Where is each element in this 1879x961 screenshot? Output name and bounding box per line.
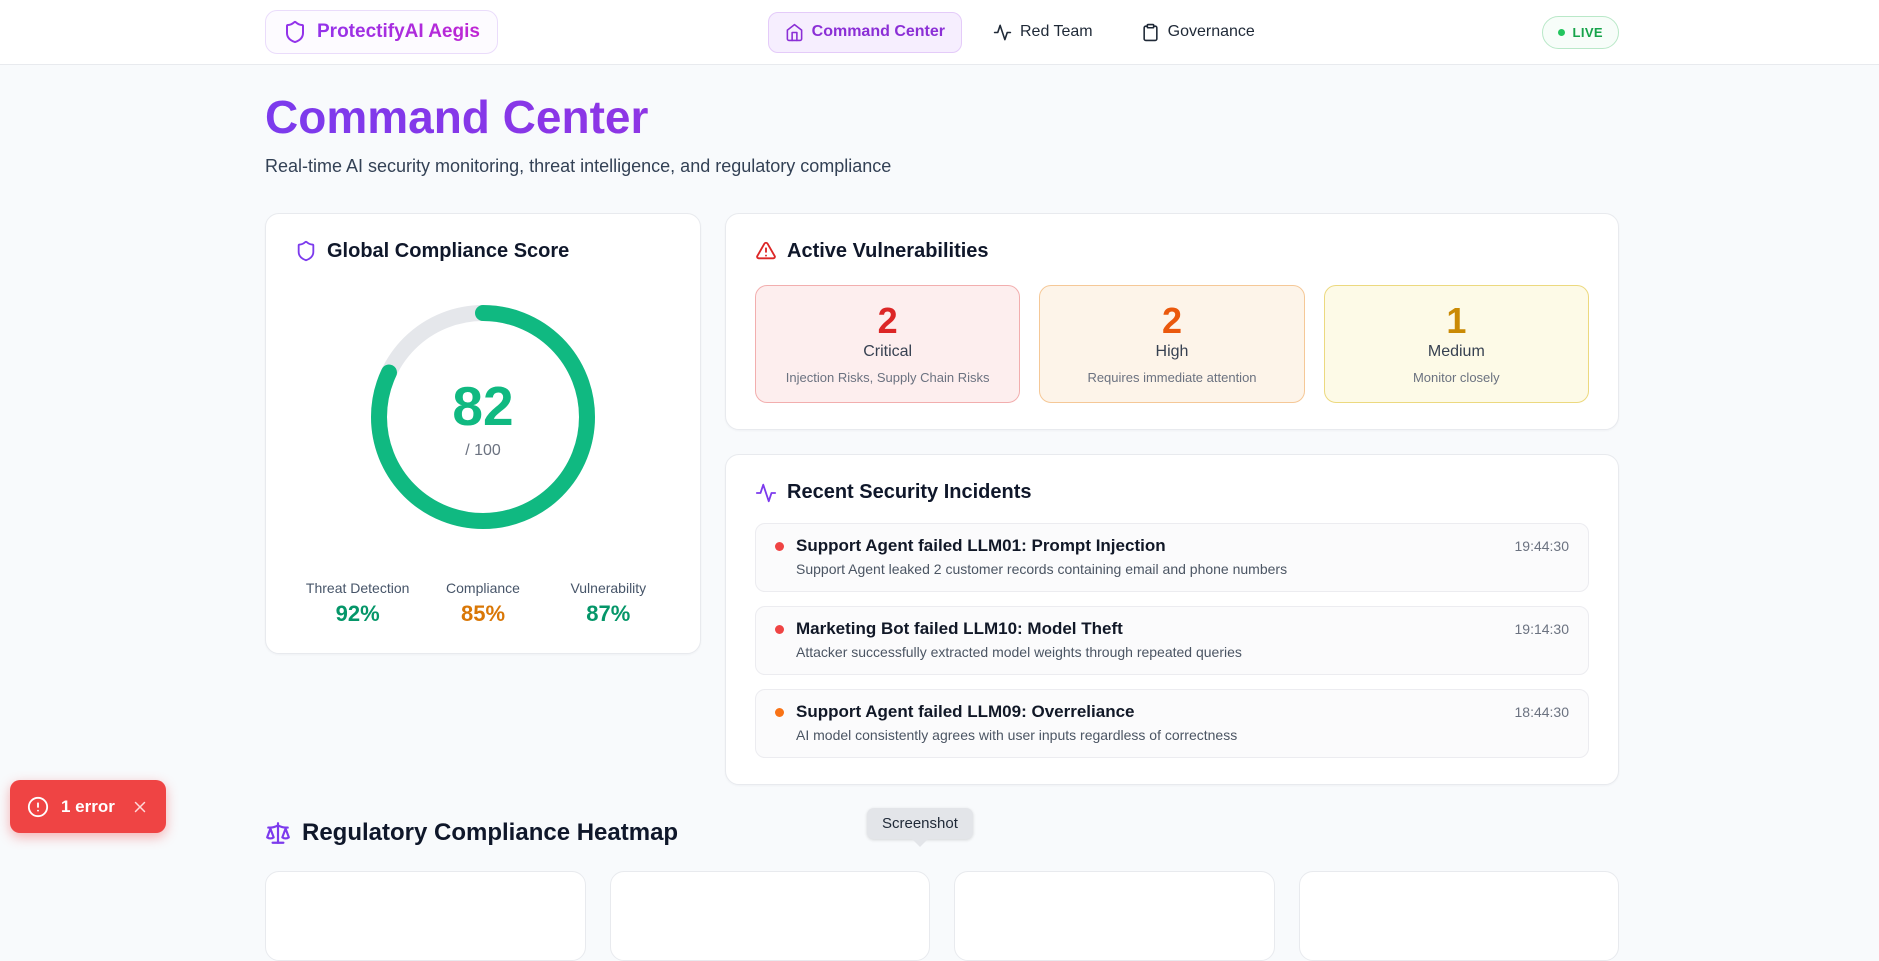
incident-timestamp: 19:44:30 [1514, 538, 1570, 555]
stat-compliance: Compliance 85% [420, 580, 545, 627]
live-badge: LIVE [1541, 15, 1619, 49]
nav-red-team[interactable]: Red Team [976, 12, 1110, 53]
incident-timestamp: 18:44:30 [1514, 704, 1570, 721]
vuln-tile-critical: 2 Critical Injection Risks, Supply Chain… [755, 284, 1021, 404]
gauge-center: 82 / 100 [363, 297, 603, 542]
stat-value: 92% [335, 600, 380, 626]
nav-command-center[interactable]: Command Center [767, 11, 962, 53]
nav-label-governance: Governance [1167, 23, 1255, 40]
heatmap-card [1298, 871, 1619, 961]
warning-triangle-icon [755, 240, 777, 262]
incident-title: Marketing Bot failed LLM10: Model Theft [796, 619, 1123, 639]
page-title: Command Center [265, 91, 1619, 144]
stat-value: 87% [586, 600, 631, 626]
incident-description: AI model consistently agrees with user i… [796, 727, 1238, 744]
incident-row: Support Agent failed LLM01: Prompt Injec… [755, 523, 1589, 593]
severity-dot-icon [775, 625, 784, 635]
incident-description: Support Agent leaked 2 customer records … [796, 561, 1288, 578]
vuln-level: Medium [1427, 343, 1485, 361]
vuln-level: Critical [863, 343, 913, 361]
shield-logo-icon [283, 20, 307, 44]
vulnerabilities-card-header: Active Vulnerabilities [755, 240, 1589, 263]
vuln-count: 2 [877, 299, 898, 341]
activity-icon [993, 23, 1012, 42]
live-label: LIVE [1572, 24, 1603, 40]
incident-title: Support Agent failed LLM09: Overreliance [796, 702, 1135, 722]
vuln-count: 2 [1161, 299, 1182, 341]
vuln-level: High [1155, 343, 1189, 361]
compliance-stats-row: Threat Detection 92% Compliance 85% Vuln… [295, 580, 671, 627]
stat-label: Compliance [446, 579, 520, 596]
incidents-card-header: Recent Security Incidents [755, 481, 1589, 504]
incident-left: Support Agent failed LLM01: Prompt Injec… [775, 536, 1287, 577]
error-circle-icon [27, 796, 49, 818]
stat-label: Vulnerability [570, 579, 647, 596]
vuln-tile-high: 2 High Requires immediate attention [1039, 284, 1305, 404]
compliance-gauge: 82 / 100 [363, 297, 603, 542]
nav-governance[interactable]: Governance [1124, 12, 1272, 53]
pulse-icon [755, 482, 777, 504]
brand-name: ProtectifyAI Aegis [317, 21, 480, 42]
nav-label-command-center: Command Center [811, 23, 945, 40]
gauge-progress [371, 304, 595, 529]
screenshot-tooltip: Screenshot [867, 808, 973, 839]
incident-text: Support Agent failed LLM09: Overreliance… [796, 702, 1237, 743]
shield-icon [295, 240, 317, 262]
brand-logo[interactable]: ProtectifyAI Aegis [265, 10, 498, 54]
main-nav: Command Center Red Team Governance [767, 11, 1272, 53]
incident-row: Support Agent failed LLM09: Overreliance… [755, 689, 1589, 759]
stat-label: Threat Detection [305, 579, 410, 596]
top-navbar: ProtectifyAI Aegis Command Center Red Te… [0, 0, 1879, 65]
compliance-score-card: Global Compliance Score 82 / 100 Threat … [265, 212, 701, 654]
active-vulnerabilities-card: Active Vulnerabilities 2 Critical Inject… [725, 212, 1619, 431]
error-count-label: 1 error [61, 796, 115, 816]
heatmap-card [609, 871, 930, 961]
compliance-card-title: Global Compliance Score [327, 239, 570, 262]
heatmap-section-title: Regulatory Compliance Heatmap [302, 819, 679, 847]
heatmap-card [954, 871, 1275, 961]
vuln-note: Requires immediate attention [1087, 370, 1257, 386]
compliance-score-value: 82 [452, 374, 514, 437]
page-subtitle: Real-time AI security monitoring, threat… [265, 155, 892, 176]
incident-left: Marketing Bot failed LLM10: Model Theft … [775, 619, 1242, 660]
heatmap-card [265, 871, 586, 961]
close-icon[interactable] [131, 798, 149, 816]
compliance-score-max: / 100 [465, 441, 501, 459]
severity-dot-icon [775, 708, 784, 718]
incident-description: Attacker successfully extracted model we… [796, 644, 1242, 661]
recent-incidents-card: Recent Security Incidents Support Agent … [725, 454, 1619, 786]
incident-timestamp: 19:14:30 [1514, 621, 1570, 638]
incident-list: Support Agent failed LLM01: Prompt Injec… [755, 523, 1589, 759]
incidents-card-title: Recent Security Incidents [787, 481, 1032, 504]
vuln-note: Injection Risks, Supply Chain Risks [785, 370, 990, 386]
vuln-note: Monitor closely [1412, 370, 1500, 386]
stat-threat-detection: Threat Detection 92% [295, 580, 420, 627]
scales-icon [265, 820, 291, 846]
incident-text: Support Agent failed LLM01: Prompt Injec… [796, 536, 1287, 577]
gauge-svg [371, 304, 595, 529]
incident-left: Support Agent failed LLM09: Overreliance… [775, 702, 1237, 743]
vuln-tile-medium: 1 Medium Monitor closely [1323, 284, 1589, 404]
home-icon [785, 23, 804, 42]
dashboard-grid: Global Compliance Score 82 / 100 Threat … [265, 212, 1619, 786]
vulnerabilities-card-title: Active Vulnerabilities [787, 239, 989, 262]
heatmap-cards-row [265, 871, 1619, 961]
right-column: Active Vulnerabilities 2 Critical Inject… [725, 212, 1619, 786]
stat-vulnerability: Vulnerability 87% [546, 580, 671, 627]
compliance-card-header: Global Compliance Score [295, 240, 671, 263]
incident-row: Marketing Bot failed LLM10: Model Theft … [755, 606, 1589, 676]
clipboard-icon [1141, 23, 1160, 42]
header-container: ProtectifyAI Aegis Command Center Red Te… [265, 0, 1619, 64]
vuln-count: 1 [1446, 299, 1467, 341]
live-dot-icon [1557, 28, 1565, 36]
heatmap-section-header: Regulatory Compliance Heatmap [265, 819, 1619, 847]
nav-label-red-team: Red Team [1020, 23, 1093, 40]
error-toast[interactable]: 1 error [10, 780, 166, 833]
incident-title: Support Agent failed LLM01: Prompt Injec… [796, 536, 1166, 556]
incident-text: Marketing Bot failed LLM10: Model Theft … [796, 619, 1242, 660]
vulnerability-tiles: 2 Critical Injection Risks, Supply Chain… [755, 284, 1589, 404]
stat-value: 85% [460, 600, 506, 626]
severity-dot-icon [775, 542, 784, 552]
